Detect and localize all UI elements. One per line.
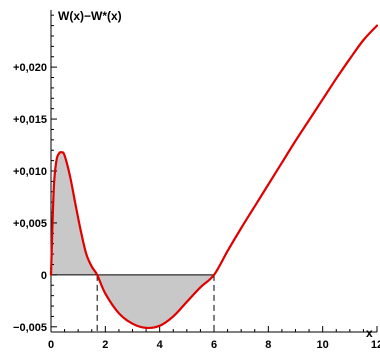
x-tick-label: 12 [371,339,380,351]
y-tick-label: −0,005 [13,322,47,334]
y-tick-label: +0,005 [13,218,47,230]
y-tick-label: +0,020 [13,62,47,74]
y-tick-label: 0 [41,270,47,282]
y-tick-label: +0,010 [13,166,47,178]
shaded-region-2 [97,274,214,328]
y-axis-title: W(x)−W*(x) [58,9,122,23]
x-axis-title: x [366,326,373,340]
x-tick-label: 6 [211,339,217,351]
x-tick-label: 4 [157,339,164,351]
series-layer [49,24,379,330]
label-layer: W(x)−W*(x) x [58,9,373,340]
guide-line-layer [51,274,215,332]
shaded-area-layer [51,152,214,328]
x-tick-label: 2 [102,339,108,351]
x-tick-label: 8 [265,339,271,351]
x-tick-label: 0 [48,339,54,351]
shaded-region-1 [51,152,98,275]
y-tick-label: +0,015 [13,114,47,126]
series-line [49,24,379,330]
x-tick-label: 10 [317,339,329,351]
